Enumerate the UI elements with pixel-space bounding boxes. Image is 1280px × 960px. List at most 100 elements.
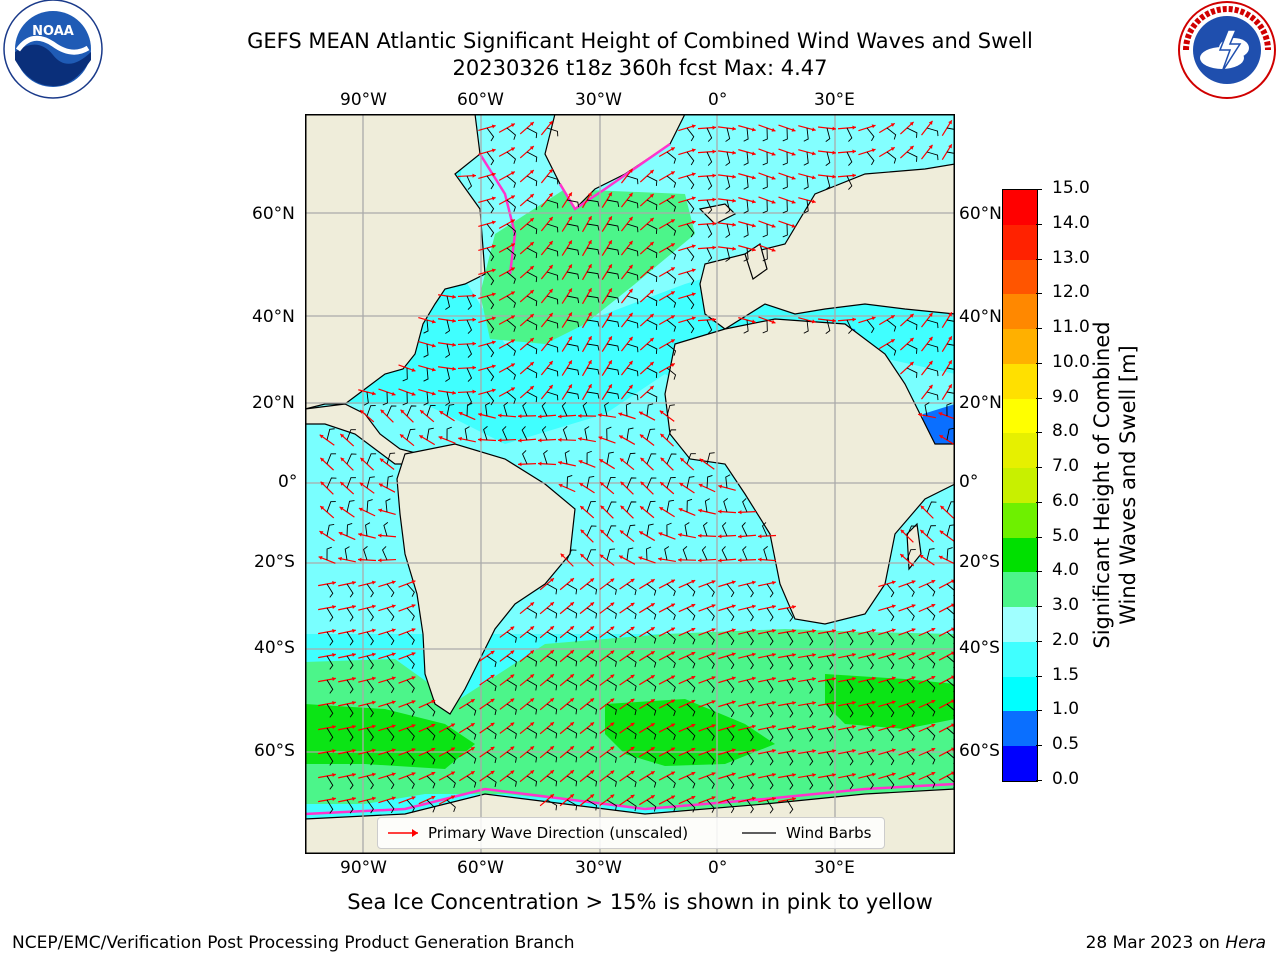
wind-barb (743, 199, 749, 214)
wave-direction-arrowhead (771, 223, 776, 228)
wind-barb (646, 319, 658, 330)
wind-barb (526, 223, 538, 235)
wave-direction-arrowhead (890, 339, 895, 343)
wind-barb (445, 343, 451, 358)
lon-tick-bottom-30w: 30°W (575, 858, 622, 878)
wave-direction-arrowhead (358, 507, 363, 512)
wave-direction-arrowhead (772, 604, 776, 609)
wind-barb (546, 607, 558, 619)
wave-direction-arrowhead (670, 627, 675, 632)
wave-direction-arrowhead (431, 343, 436, 348)
wave-direction-arrowhead (948, 144, 952, 149)
wave-direction-arrowhead (649, 241, 654, 246)
wind-barb (626, 703, 637, 716)
wind-barb (666, 607, 676, 621)
wave-direction-arrowhead (491, 268, 496, 273)
wind-barb (486, 343, 495, 358)
wind-barb (346, 775, 354, 790)
wind-barb (546, 799, 558, 811)
wave-direction-arrowhead (630, 602, 635, 607)
wind-barb (445, 391, 451, 406)
wave-direction-arrowhead (931, 747, 936, 752)
wave-direction-arrowhead (452, 294, 456, 299)
wind-barb (706, 127, 713, 142)
wave-direction-arrowhead (510, 722, 515, 727)
wave-direction-arrowhead (431, 391, 436, 396)
wind-barb (826, 775, 834, 790)
wave-direction-arrowhead (378, 508, 383, 513)
wind-barb (626, 477, 637, 489)
wind-barb (786, 727, 794, 742)
wave-direction-arrowhead (391, 748, 396, 753)
wave-direction-arrowhead (608, 360, 612, 365)
wind-barb (402, 391, 408, 406)
wave-direction-arrowhead (771, 175, 776, 180)
wave-direction-arrowhead (852, 700, 856, 705)
wind-barb (406, 655, 415, 669)
wave-direction-arrowhead (890, 123, 895, 127)
wave-direction-arrowhead (590, 770, 595, 775)
wind-barb (701, 546, 708, 561)
colorbar-tick-mark (1036, 745, 1042, 747)
wind-barb (406, 428, 416, 441)
colorbar-segment (1003, 329, 1037, 364)
wave-direction-arrowhead (371, 796, 376, 801)
wind-barb (926, 607, 936, 621)
wave-direction-arrowhead (691, 627, 696, 632)
wave-direction-arrowhead (569, 698, 574, 703)
wind-barb (626, 271, 639, 281)
wind-barb (366, 751, 374, 766)
wind-barb (426, 775, 436, 789)
wind-barb (366, 775, 374, 790)
wind-barb (782, 127, 788, 142)
wind-barb (606, 727, 617, 739)
wave-direction-arrowhead (431, 771, 436, 776)
wave-direction-arrowhead (590, 626, 595, 631)
wave-direction-arrowhead (600, 482, 605, 486)
wind-barb (766, 799, 774, 814)
wind-barb (626, 223, 639, 233)
wave-direction-arrowhead (812, 629, 816, 634)
wind-barb (566, 391, 580, 400)
wave-direction-arrowhead (619, 530, 624, 535)
wave-direction-arrowhead (590, 794, 595, 799)
wind-barb (746, 583, 754, 598)
wind-barb (586, 295, 600, 303)
wind-barb (746, 655, 754, 670)
wave-direction-arrowhead (549, 722, 554, 727)
wave-direction-arrowhead (811, 319, 816, 324)
wave-direction-arrowhead (599, 554, 604, 559)
wave-direction-arrowhead (772, 676, 776, 681)
colorbar-tick-label: 12.0 (1052, 282, 1090, 303)
wave-direction-arrowhead (911, 676, 916, 681)
wave-direction-arrowhead (491, 196, 496, 201)
wave-direction-arrowhead (712, 221, 716, 226)
wave-direction-arrowhead (608, 384, 612, 389)
wind-barb (866, 127, 875, 142)
wave-direction-arrowhead (352, 796, 356, 801)
colorbar (1002, 189, 1038, 782)
wave-direction-arrowhead (732, 150, 736, 155)
wind-barb (584, 426, 590, 441)
wave-direction-arrowhead (678, 507, 683, 512)
wave-direction-arrowhead (588, 384, 592, 389)
wind-barb (446, 727, 456, 741)
wave-direction-arrowhead (691, 148, 696, 153)
wave-direction-arrowhead (359, 482, 364, 487)
wind-barb (666, 199, 677, 212)
wave-direction-arrowhead (832, 652, 836, 658)
wave-direction-arrowhead (711, 796, 716, 800)
wave-direction-arrowhead (909, 337, 914, 342)
wave-direction-arrowhead (490, 698, 495, 703)
wave-direction-arrowhead (731, 652, 736, 657)
wind-barb (546, 583, 558, 595)
wind-barb (906, 549, 916, 561)
wind-barb (543, 450, 548, 465)
wind-barb-legend-icon (742, 832, 776, 834)
nws-logo (1176, 0, 1278, 102)
wave-direction-arrowhead (890, 147, 895, 151)
wave-direction-arrowhead (698, 483, 703, 488)
wind-barb (646, 523, 654, 537)
wave-direction-arrowhead (772, 700, 776, 705)
wind-barb (726, 631, 735, 646)
